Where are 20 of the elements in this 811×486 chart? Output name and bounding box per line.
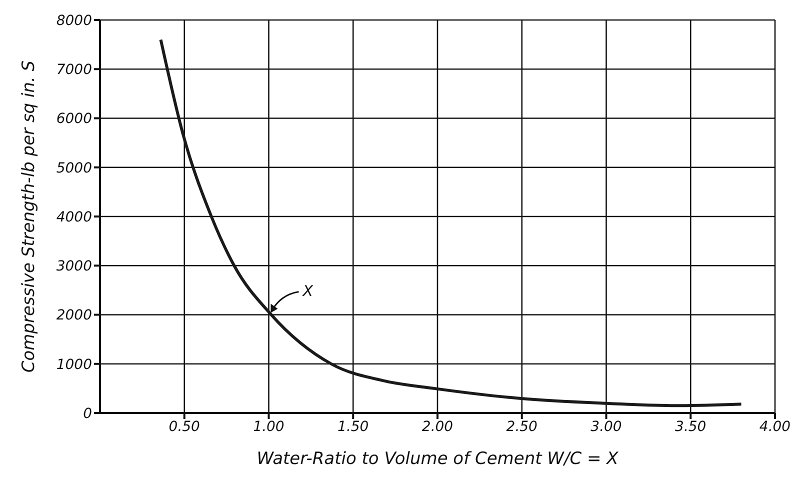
y-tick-label: 2000 (56, 308, 92, 324)
y-axis-title: Compressive Strength-lb per sq in. S (19, 60, 40, 373)
y-tick-label: 3000 (56, 258, 92, 275)
y-tick-label: 0 (83, 406, 92, 422)
y-tick-label: 8000 (56, 12, 92, 29)
x-tick-label: 1.50 (338, 418, 369, 435)
y-tick-label: 5000 (56, 160, 92, 176)
annotation: X (302, 282, 314, 300)
x-tick-label: 2.00 (422, 418, 454, 435)
y-tick-label: 1000 (56, 356, 92, 373)
x-tick-label: 0.50 (168, 418, 200, 435)
x-tick-label: 2.50 (506, 418, 538, 435)
x-tick-label: 3.50 (675, 418, 706, 435)
x-tick-label: 3.00 (590, 418, 622, 435)
x-tick-label: 1.00 (253, 418, 284, 435)
y-tick-label: 4000 (56, 209, 92, 226)
x-tick-label: 4.00 (759, 418, 791, 435)
x-axis-title: Water-Ratio to Volume of Cement W/C = X (256, 449, 619, 469)
y-tick-label: 6000 (56, 111, 92, 128)
y-tick-label: 7000 (56, 62, 92, 78)
